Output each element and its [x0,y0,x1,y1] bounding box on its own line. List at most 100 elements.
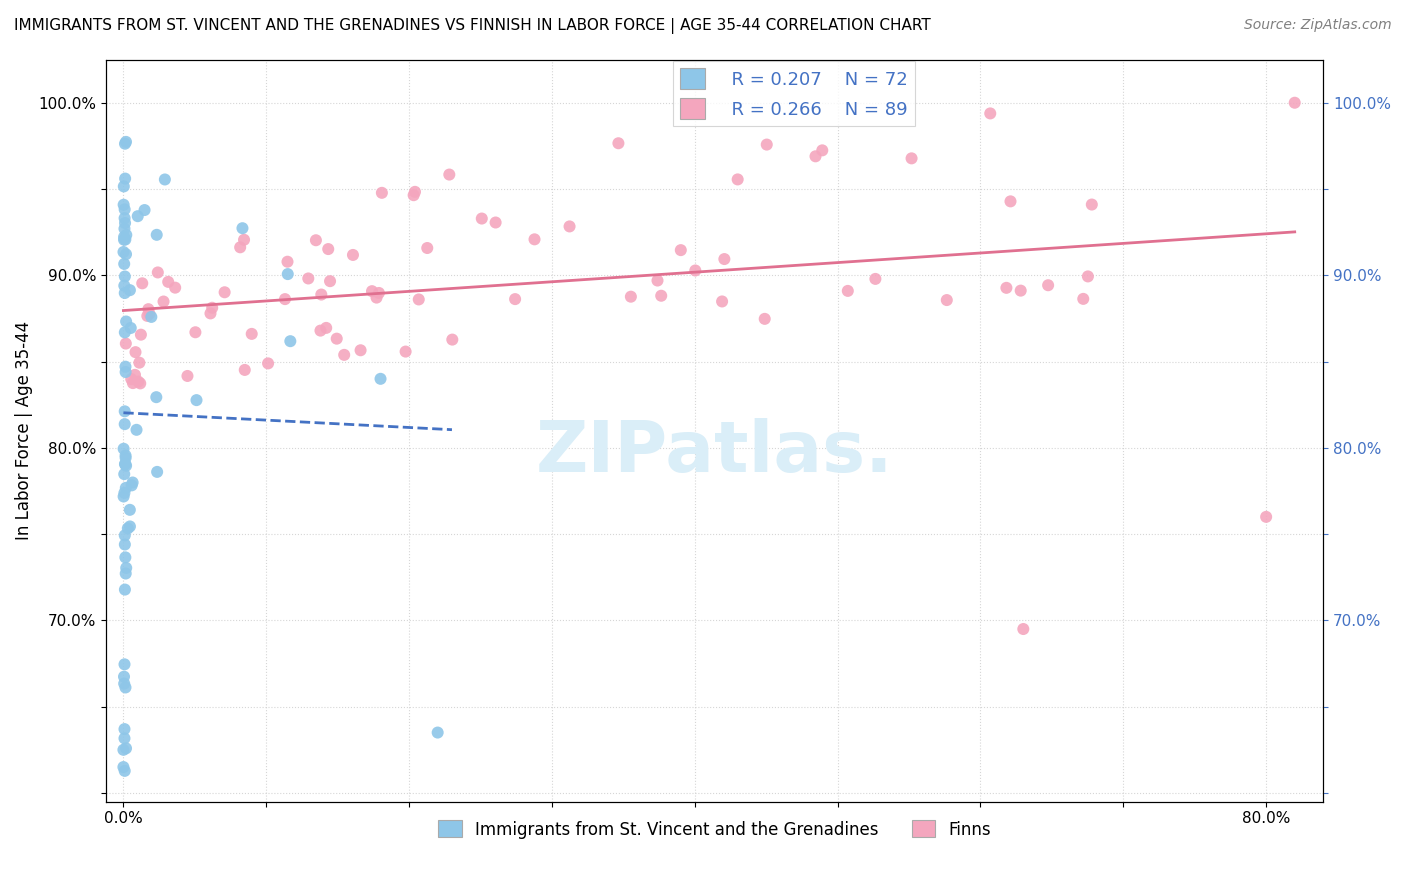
Point [305,233,328,247]
Point [325,332,347,346]
Point [371,186,394,200]
Point [186,393,208,408]
Point [114,457,136,471]
Point [131,277,153,291]
Point [122,376,145,390]
Point [1077,269,1099,284]
Point [114,136,136,151]
Point [669,243,692,257]
Text: ZIPatlas.: ZIPatlas. [536,418,894,487]
Point [115,314,138,328]
Point [115,561,138,575]
Point [114,404,136,418]
Point [311,287,333,301]
Point [114,285,136,300]
Point [112,233,135,247]
Point [441,333,464,347]
Point [503,292,526,306]
Point [112,257,135,271]
Point [115,458,138,473]
Point [727,172,749,186]
Point [114,221,136,235]
Point [118,503,141,517]
Point [349,343,371,358]
Point [157,275,180,289]
Point [114,582,136,597]
Point [115,247,138,261]
Point [416,241,439,255]
Point [114,528,136,542]
Point [278,334,301,348]
Point [471,211,494,226]
Point [229,240,252,254]
Point [366,291,388,305]
Point [114,450,136,465]
Point [136,309,159,323]
Point [114,216,136,230]
Point [685,263,707,277]
Point [370,372,392,386]
Point [112,467,135,482]
Point [146,265,169,279]
Point [114,449,136,463]
Point [319,274,342,288]
Point [112,670,135,684]
Text: Source: ZipAtlas.com: Source: ZipAtlas.com [1244,18,1392,32]
Point [114,764,136,778]
Point [650,289,672,303]
Point [201,301,224,315]
Point [274,292,297,306]
Point [114,566,136,581]
Point [112,179,135,194]
Point [558,219,581,234]
Point [754,311,776,326]
Point [138,307,160,321]
Point [127,209,149,223]
Point [200,306,222,320]
Point [935,293,957,307]
Point [114,481,136,495]
Point [231,221,253,235]
Point [114,171,136,186]
Point [114,359,136,374]
Point [315,321,337,335]
Point [120,372,142,386]
Point [115,227,138,242]
Point [620,290,643,304]
Point [112,230,135,244]
Point [114,537,136,551]
Point [112,490,135,504]
Point [153,172,176,186]
Point [114,336,136,351]
Point [1000,194,1022,209]
Point [114,202,136,217]
Point [114,365,136,379]
Point [112,442,135,456]
Point [1081,197,1104,211]
Point [152,294,174,309]
Point [368,285,391,300]
Point [146,465,169,479]
Point [713,252,735,266]
Point [1326,199,1348,213]
Point [118,519,141,533]
Point [711,294,734,309]
Point [112,760,135,774]
Point [402,188,425,202]
Point [233,363,256,377]
Point [129,327,152,342]
Point [145,390,167,404]
Point [1284,95,1306,110]
Point [404,185,426,199]
Point [112,278,135,293]
Point [647,273,669,287]
Point [127,375,149,389]
Point [277,267,299,281]
Point [114,657,136,672]
Text: IMMIGRANTS FROM ST. VINCENT AND THE GRENADINES VS FINNISH IN LABOR FORCE | AGE 3: IMMIGRANTS FROM ST. VINCENT AND THE GREN… [14,18,931,34]
Point [125,423,148,437]
Point [240,326,263,341]
Point [165,280,187,294]
Point [128,356,150,370]
Point [394,344,416,359]
